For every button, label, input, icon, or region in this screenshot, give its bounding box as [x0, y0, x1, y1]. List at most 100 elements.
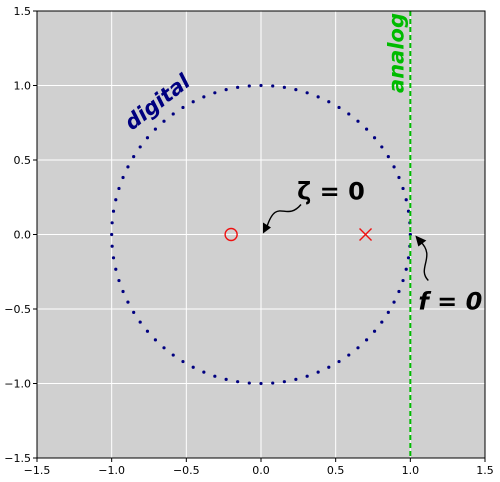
digital-curve-dot [171, 112, 175, 116]
x-tick-label: 0.5 [327, 464, 345, 477]
digital-curve-dot [404, 198, 408, 202]
digital-curve-dot [282, 85, 286, 89]
digital-curve-dot [316, 95, 320, 99]
digital-curve-dot [406, 209, 411, 213]
f-annotation-arrowhead [415, 235, 427, 247]
digital-curve-dot [271, 84, 275, 88]
digital-curve-dot [372, 329, 377, 333]
zeta-annotation-arrowhead [263, 222, 271, 234]
digital-curve-dot [117, 186, 121, 191]
digital-curve-dot [397, 175, 401, 180]
digital-curve-dot [224, 377, 228, 381]
digital-curve-dot [356, 119, 360, 123]
digital-curve-dot [401, 186, 405, 191]
digital-curve-dot [153, 338, 158, 342]
digital-curve-dot [337, 105, 341, 110]
x-tick-label: 0.0 [252, 464, 270, 477]
digital-curve-dot [132, 155, 136, 159]
digital-curve-dot [294, 88, 298, 92]
digital-curve-dot [397, 289, 401, 294]
digital-curve-dot [224, 88, 228, 92]
y-tick-label: 1.0 [14, 80, 32, 93]
digital-curve-dot [111, 209, 116, 213]
digital-curve-dot [406, 256, 411, 260]
digital-curve-dot [145, 329, 150, 333]
zero-marker [224, 227, 238, 242]
y-tick-label: 0.5 [14, 154, 32, 167]
x-tick-label: 1.5 [476, 464, 494, 477]
digital-curve-dot [153, 127, 158, 131]
digital-curve-dot [138, 145, 142, 149]
digital-curve-dot [126, 165, 130, 169]
digital-curve-dot [401, 278, 405, 283]
digital-curve-dot [392, 300, 396, 304]
digital-curve-dot [236, 380, 240, 384]
digital-curve-dot [162, 119, 166, 123]
digital-unit-circle [110, 83, 412, 386]
y-tick-label: 0.0 [14, 229, 32, 242]
digital-curve-dot [259, 83, 263, 88]
digital-curve-dot [110, 221, 114, 225]
digital-curve-dot [380, 320, 384, 324]
pole-cross-stroke [359, 228, 373, 241]
digital-curve-dot [386, 310, 390, 314]
y-tick-label: −1.5 [4, 452, 31, 465]
digital-curve-dot [138, 320, 142, 324]
axis-ticks: −1.5 −1.0 −0.5 0.0 0.5 1.0 1.5 −1.5 −1.0 −0.5 0.0 0… [4, 5, 493, 477]
plot-frame [36, 10, 486, 459]
y-tick-label: 1.5 [14, 5, 32, 18]
x-tick-label: −1.5 [24, 464, 51, 477]
f-annotation-arrow [419, 240, 429, 281]
x-tick-label: −1.0 [98, 464, 125, 477]
digital-curve-dot [259, 381, 263, 386]
digital-curve-dot [305, 374, 309, 378]
f-annotation-label: f = 0 [418, 288, 482, 316]
zeta-annotation-label: ζ = 0 [297, 178, 365, 206]
digital-curve-dot [181, 359, 185, 364]
digital-curve-dot [132, 310, 136, 314]
digital-curve-dot [110, 232, 114, 237]
digital-curve-dot [191, 100, 195, 104]
digital-curve-dot [114, 267, 118, 271]
digital-curve-dot [202, 95, 206, 99]
digital-curve-dot [316, 370, 320, 374]
digital-curve-dot [327, 100, 331, 104]
digital-curve-dot [386, 155, 390, 159]
digital-curve-dot [404, 267, 408, 271]
digital-curve-dot [305, 91, 309, 95]
digital-curve-dot [171, 353, 175, 357]
digital-curve-dot [117, 278, 121, 283]
x-tick-label: 1.0 [402, 464, 420, 477]
digital-curve-dot [356, 346, 360, 350]
digital-curve-dot [126, 300, 130, 304]
digital-curve-dot [294, 377, 298, 381]
digital-curve-dot [337, 359, 341, 364]
digital-curve-dot [282, 380, 286, 384]
pole-marker [359, 228, 373, 241]
digital-curve-dot [364, 127, 369, 131]
digital-curve-dot [236, 85, 240, 89]
digital-curve-dot [271, 381, 275, 385]
digital-curve-dot [347, 353, 351, 357]
digital-curve-dot [347, 112, 351, 116]
x-tick-label: −0.5 [173, 464, 200, 477]
y-tick-label: −0.5 [4, 303, 31, 316]
digital-curve-dot [247, 84, 251, 88]
digital-curve-dot [145, 136, 150, 140]
digital-curve-dot [121, 175, 125, 180]
digital-curve-dot [121, 289, 125, 294]
digital-curve-dot [372, 136, 377, 140]
digital-curve-dot [327, 365, 331, 369]
digital-curve-dot [364, 338, 369, 342]
analog-label: analog [384, 13, 408, 93]
digital-curve-dot [247, 381, 251, 385]
digital-curve-dot [213, 91, 217, 95]
y-tick-label: −1.0 [4, 378, 31, 391]
digital-curve-dot [181, 105, 185, 110]
digital-curve-dot [114, 198, 118, 202]
digital-curve-dot [392, 165, 396, 169]
digital-curve-dot [213, 374, 217, 378]
digital-curve-dot [202, 370, 206, 374]
digital-curve-dot [162, 346, 166, 350]
